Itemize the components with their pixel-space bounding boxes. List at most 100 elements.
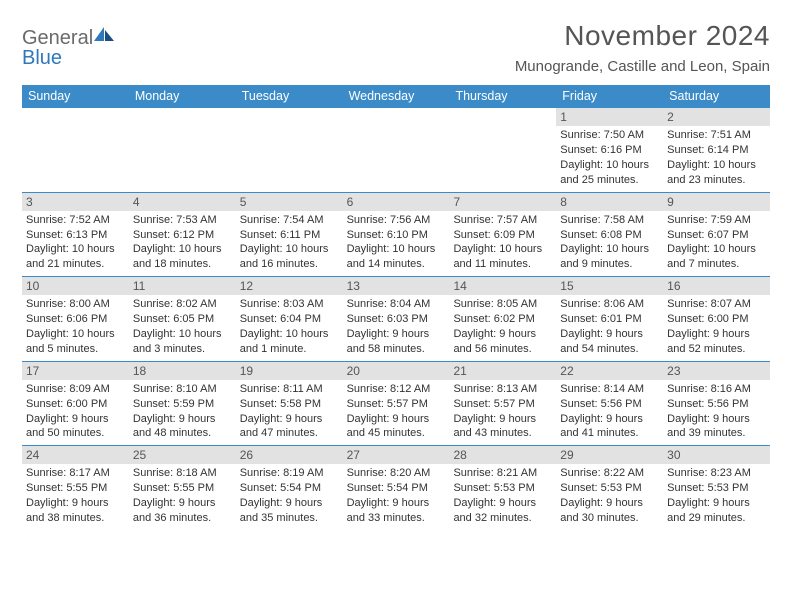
day1-label: Daylight: 9 hours (240, 496, 339, 511)
day1-label: Daylight: 9 hours (240, 412, 339, 427)
day-cell: 26Sunrise: 8:19 AMSunset: 5:54 PMDayligh… (236, 446, 343, 530)
weekday-header: Monday (129, 85, 236, 107)
week-row: 24Sunrise: 8:17 AMSunset: 5:55 PMDayligh… (22, 445, 770, 530)
day1-label: Daylight: 9 hours (133, 496, 232, 511)
sunrise-label: Sunrise: 8:19 AM (240, 466, 339, 481)
day2-label: and 32 minutes. (453, 511, 552, 526)
day-cell: 30Sunrise: 8:23 AMSunset: 5:53 PMDayligh… (663, 446, 770, 530)
day1-label: Daylight: 10 hours (133, 242, 232, 257)
sunset-label: Sunset: 6:00 PM (26, 397, 125, 412)
day1-label: Daylight: 10 hours (240, 242, 339, 257)
day2-label: and 54 minutes. (560, 342, 659, 357)
location-label: Munogrande, Castille and Leon, Spain (515, 58, 770, 75)
day-number: 8 (556, 193, 663, 211)
day-cell-empty (22, 108, 129, 192)
day1-label: Daylight: 10 hours (26, 327, 125, 342)
day-cell: 18Sunrise: 8:10 AMSunset: 5:59 PMDayligh… (129, 362, 236, 446)
day-number: 28 (449, 446, 556, 464)
day-number: 4 (129, 193, 236, 211)
day-number: 21 (449, 362, 556, 380)
day-number: 15 (556, 277, 663, 295)
sunrise-label: Sunrise: 8:12 AM (347, 382, 446, 397)
day2-label: and 35 minutes. (240, 511, 339, 526)
day-cell: 9Sunrise: 7:59 AMSunset: 6:07 PMDaylight… (663, 193, 770, 277)
day-number: 18 (129, 362, 236, 380)
day1-label: Daylight: 9 hours (560, 496, 659, 511)
sunset-label: Sunset: 6:12 PM (133, 228, 232, 243)
logo-word1: General (22, 27, 93, 49)
sunset-label: Sunset: 6:14 PM (667, 143, 766, 158)
day2-label: and 52 minutes. (667, 342, 766, 357)
sunset-label: Sunset: 5:54 PM (240, 481, 339, 496)
day-number: 5 (236, 193, 343, 211)
day-cell: 24Sunrise: 8:17 AMSunset: 5:55 PMDayligh… (22, 446, 129, 530)
day-cell-empty (343, 108, 450, 192)
day1-label: Daylight: 9 hours (667, 496, 766, 511)
calendar-page: General Blue November 2024 Munogrande, C… (0, 0, 792, 540)
day1-label: Daylight: 10 hours (133, 327, 232, 342)
day-cell: 25Sunrise: 8:18 AMSunset: 5:55 PMDayligh… (129, 446, 236, 530)
weekday-header-row: SundayMondayTuesdayWednesdayThursdayFrid… (22, 85, 770, 107)
sunset-label: Sunset: 6:10 PM (347, 228, 446, 243)
sunrise-label: Sunrise: 8:21 AM (453, 466, 552, 481)
day1-label: Daylight: 9 hours (347, 496, 446, 511)
day-cell: 12Sunrise: 8:03 AMSunset: 6:04 PMDayligh… (236, 277, 343, 361)
sunset-label: Sunset: 6:01 PM (560, 312, 659, 327)
day-cell: 11Sunrise: 8:02 AMSunset: 6:05 PMDayligh… (129, 277, 236, 361)
page-title: November 2024 (515, 20, 770, 52)
sunset-label: Sunset: 5:59 PM (133, 397, 232, 412)
day-cell: 22Sunrise: 8:14 AMSunset: 5:56 PMDayligh… (556, 362, 663, 446)
day2-label: and 7 minutes. (667, 257, 766, 272)
sunrise-label: Sunrise: 7:57 AM (453, 213, 552, 228)
day-number: 16 (663, 277, 770, 295)
day-cell-empty (449, 108, 556, 192)
sunrise-label: Sunrise: 8:18 AM (133, 466, 232, 481)
day2-label: and 11 minutes. (453, 257, 552, 272)
day2-label: and 3 minutes. (133, 342, 232, 357)
day2-label: and 50 minutes. (26, 426, 125, 441)
sunset-label: Sunset: 6:05 PM (133, 312, 232, 327)
day1-label: Daylight: 9 hours (453, 412, 552, 427)
day1-label: Daylight: 10 hours (453, 242, 552, 257)
weeks-container: 1Sunrise: 7:50 AMSunset: 6:16 PMDaylight… (22, 107, 770, 530)
day-cell: 23Sunrise: 8:16 AMSunset: 5:56 PMDayligh… (663, 362, 770, 446)
sunrise-label: Sunrise: 8:03 AM (240, 297, 339, 312)
header: General Blue November 2024 Munogrande, C… (22, 20, 770, 75)
day2-label: and 5 minutes. (26, 342, 125, 357)
day2-label: and 23 minutes. (667, 173, 766, 188)
day2-label: and 29 minutes. (667, 511, 766, 526)
sunrise-label: Sunrise: 8:07 AM (667, 297, 766, 312)
day2-label: and 1 minute. (240, 342, 339, 357)
weekday-header: Thursday (449, 85, 556, 107)
sunrise-label: Sunrise: 7:56 AM (347, 213, 446, 228)
day2-label: and 33 minutes. (347, 511, 446, 526)
day-number: 25 (129, 446, 236, 464)
weekday-header: Sunday (22, 85, 129, 107)
day2-label: and 39 minutes. (667, 426, 766, 441)
week-row: 3Sunrise: 7:52 AMSunset: 6:13 PMDaylight… (22, 192, 770, 277)
weekday-header: Tuesday (236, 85, 343, 107)
sunrise-label: Sunrise: 7:52 AM (26, 213, 125, 228)
day-number: 29 (556, 446, 663, 464)
sunset-label: Sunset: 5:56 PM (667, 397, 766, 412)
day1-label: Daylight: 9 hours (347, 327, 446, 342)
sunrise-label: Sunrise: 8:20 AM (347, 466, 446, 481)
day1-label: Daylight: 9 hours (453, 496, 552, 511)
sunset-label: Sunset: 5:55 PM (26, 481, 125, 496)
day-cell: 5Sunrise: 7:54 AMSunset: 6:11 PMDaylight… (236, 193, 343, 277)
day2-label: and 14 minutes. (347, 257, 446, 272)
day1-label: Daylight: 9 hours (560, 327, 659, 342)
sunrise-label: Sunrise: 8:10 AM (133, 382, 232, 397)
sunrise-label: Sunrise: 8:00 AM (26, 297, 125, 312)
day2-label: and 38 minutes. (26, 511, 125, 526)
weekday-header: Friday (556, 85, 663, 107)
sunrise-label: Sunrise: 7:54 AM (240, 213, 339, 228)
weekday-header: Wednesday (343, 85, 450, 107)
sunrise-label: Sunrise: 8:06 AM (560, 297, 659, 312)
sunset-label: Sunset: 5:57 PM (347, 397, 446, 412)
logo-sail-icon (93, 26, 115, 44)
sunrise-label: Sunrise: 8:16 AM (667, 382, 766, 397)
day-cell: 29Sunrise: 8:22 AMSunset: 5:53 PMDayligh… (556, 446, 663, 530)
day-number: 27 (343, 446, 450, 464)
day-number: 3 (22, 193, 129, 211)
